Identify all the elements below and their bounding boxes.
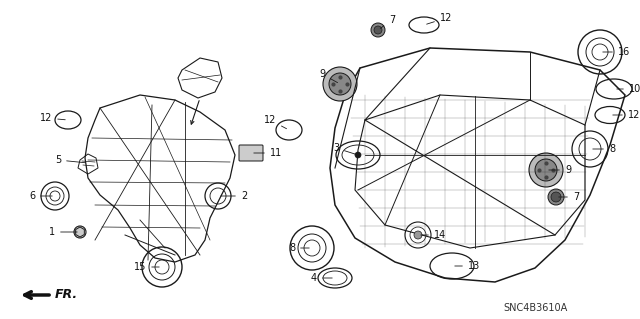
Text: 9: 9 [548,165,571,175]
Circle shape [535,159,557,181]
Text: 9: 9 [319,69,337,83]
Circle shape [74,226,86,238]
Text: 12: 12 [264,115,287,129]
Circle shape [323,67,357,101]
Text: 8: 8 [593,144,615,154]
Text: 5: 5 [55,155,85,165]
Circle shape [529,153,563,187]
Circle shape [355,152,361,158]
Circle shape [329,73,351,95]
Circle shape [548,189,564,205]
Text: 7: 7 [559,192,579,202]
Text: 12: 12 [40,113,65,123]
Text: 6: 6 [29,191,52,201]
Text: FR.: FR. [55,288,78,301]
Text: 7: 7 [380,15,395,28]
Text: 12: 12 [427,13,452,24]
Text: 16: 16 [603,47,630,57]
Text: 8: 8 [289,243,309,253]
Circle shape [374,26,382,34]
Text: 14: 14 [420,230,446,240]
Text: 2: 2 [221,191,247,201]
Text: 3: 3 [333,143,355,154]
FancyBboxPatch shape [239,145,263,161]
Text: 13: 13 [455,261,480,271]
Text: 12: 12 [612,110,640,120]
Text: 1: 1 [49,227,77,237]
Text: 15: 15 [134,262,159,272]
Circle shape [414,231,422,239]
Circle shape [371,23,385,37]
Text: 10: 10 [617,84,640,94]
Text: 4: 4 [311,273,332,283]
Text: 11: 11 [254,148,282,158]
Text: SNC4B3610A: SNC4B3610A [503,303,567,313]
Circle shape [551,192,561,202]
